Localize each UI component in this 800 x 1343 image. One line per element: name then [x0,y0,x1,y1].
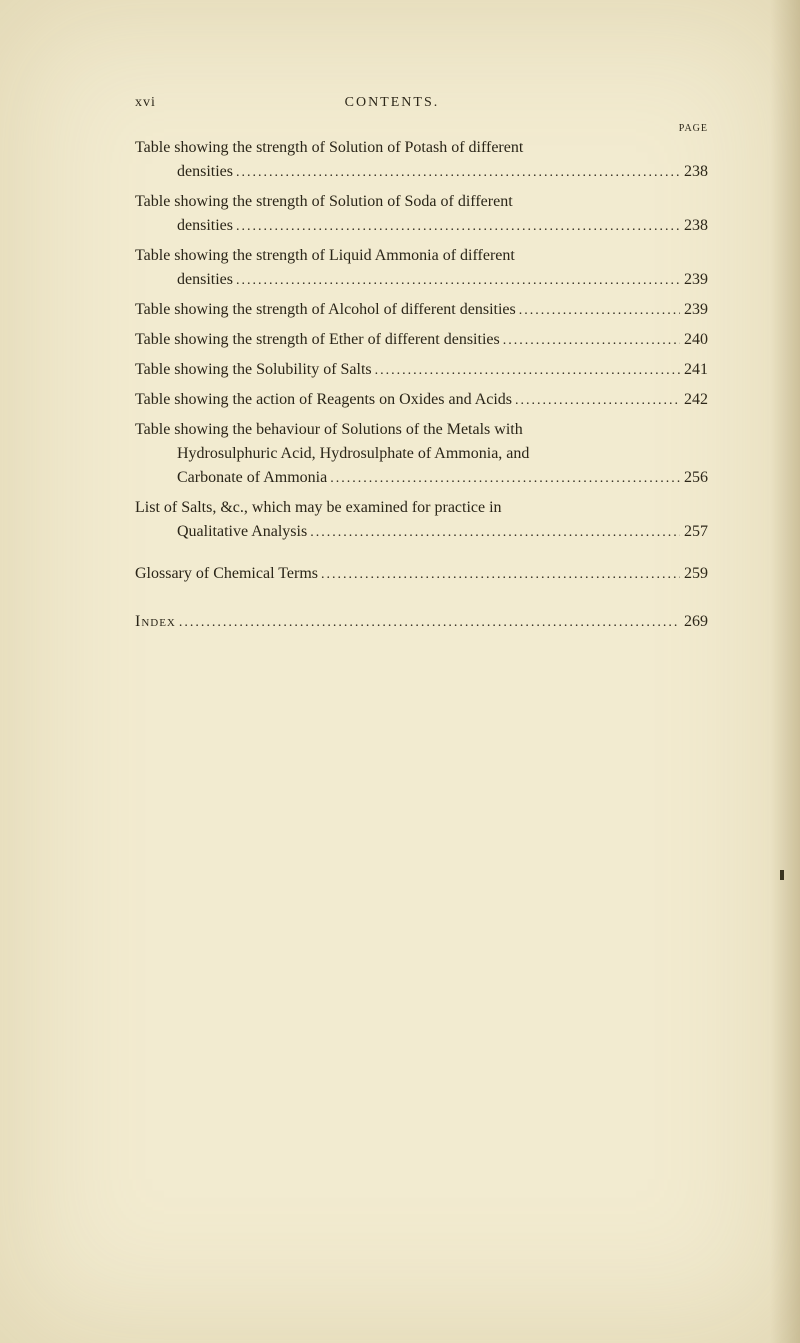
leader-dots [516,300,680,321]
side-mark [780,870,784,880]
entry-text: Table showing the behaviour of Solutions… [135,418,523,442]
entry-page-number: 241 [684,358,708,382]
leader-dots [233,216,680,237]
entry-page-number: 259 [684,562,708,586]
entry-text: Table showing the strength of Solution o… [135,136,523,160]
leader-dots [500,330,680,351]
page-title: CONTENTS. [106,95,678,111]
entry-page-number: 242 [684,388,708,412]
leader-dots [318,564,680,585]
entry-text: densities [177,268,233,292]
entry-text: Table showing the strength of Solution o… [135,190,513,214]
entry-page-number: 239 [684,298,708,322]
entry-page-number: 240 [684,328,708,352]
entry-page-number: 239 [684,268,708,292]
leader-dots [176,612,680,633]
toc-entries: Table showing the strength of Solution o… [135,136,708,586]
toc-entry: Table showing the Solubility of Salts 241 [135,358,708,382]
entry-page-number: 238 [684,160,708,184]
index-label: Index [135,610,176,634]
leader-dots [512,390,680,411]
entry-page-number: 256 [684,466,708,490]
entry-text: Hydrosulphuric Acid, Hydrosulphate of Am… [177,442,529,466]
entry-text: Carbonate of Ammonia [177,466,327,490]
leader-dots [372,360,680,381]
page-column-label: PAGE [135,123,708,134]
toc-entry: Table showing the strength of Alcohol of… [135,298,708,322]
toc-entry: Table showing the strength of Liquid Amm… [135,244,708,292]
entry-text: Table showing the strength of Alcohol of… [135,298,516,322]
leader-dots [307,522,680,543]
toc-entry: Table showing the strength of Solution o… [135,190,708,238]
leader-dots [233,162,680,183]
toc-entry: Table showing the strength of Solution o… [135,136,708,184]
toc-entry: Table showing the action of Reagents on … [135,388,708,412]
toc-entry: List of Salts, &c., which may be examine… [135,496,708,544]
entry-text: densities [177,214,233,238]
entry-page-number: 238 [684,214,708,238]
entry-text: Table showing the strength of Liquid Amm… [135,244,515,268]
entry-text: densities [177,160,233,184]
index-page-number: 269 [684,610,708,634]
entry-text: Qualitative Analysis [177,520,307,544]
entry-text: Table showing the Solubility of Salts [135,358,372,382]
toc-entry: Table showing the behaviour of Solutions… [135,418,708,490]
toc-entry: Glossary of Chemical Terms 259 [135,562,708,586]
entry-text: Table showing the action of Reagents on … [135,388,512,412]
entry-text: Table showing the strength of Ether of d… [135,328,500,352]
index-entry: Index 269 [135,610,708,634]
entry-text: List of Salts, &c., which may be examine… [135,496,502,520]
leader-dots [327,468,680,489]
toc-entry: Table showing the strength of Ether of d… [135,328,708,352]
leader-dots [233,270,680,291]
entry-text: Glossary of Chemical Terms [135,562,318,586]
entry-page-number: 257 [684,520,708,544]
